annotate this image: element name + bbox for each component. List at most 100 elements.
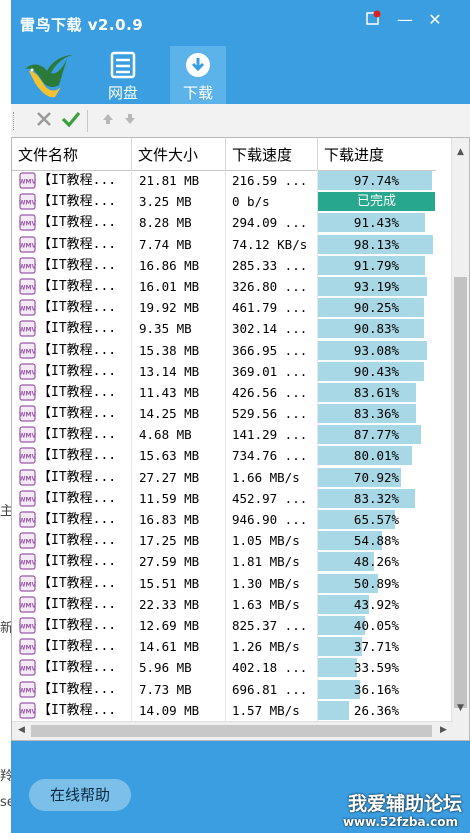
- svg-text:WMV: WMV: [19, 581, 36, 588]
- scroll-up-icon[interactable]: ▲: [457, 147, 464, 157]
- table-row[interactable]: WMV 【IT教程... 14.25 MB 529.56 ... 83.36%: [12, 403, 436, 425]
- progress-cell: 98.13%: [318, 234, 436, 255]
- column-header[interactable]: 文件大小: [132, 138, 226, 170]
- file-name-cell: WMV 【IT教程...: [12, 212, 132, 234]
- table-row[interactable]: WMV 【IT教程... 9.35 MB 302.14 ... 90.83%: [12, 318, 436, 340]
- tab-disk[interactable]: 网盘: [95, 46, 151, 104]
- progress-cell: 90.43%: [318, 361, 436, 382]
- skin-icon[interactable]: [361, 10, 385, 31]
- table-row[interactable]: WMV 【IT教程... 17.25 MB 1.05 MB/s 54.88%: [12, 530, 436, 552]
- file-size: 17.25 MB: [132, 530, 226, 552]
- progress-cell: 90.83%: [318, 318, 436, 339]
- table-row[interactable]: WMV 【IT教程... 11.43 MB 426.56 ... 83.61%: [12, 381, 436, 403]
- svg-text:WMV: WMV: [19, 200, 36, 207]
- svg-text:WMV: WMV: [19, 327, 36, 334]
- table-row[interactable]: WMV 【IT教程... 14.61 MB 1.26 MB/s 37.71%: [12, 636, 436, 658]
- progress-bar: 33.59%: [318, 658, 435, 678]
- table-row[interactable]: WMV 【IT教程... 16.86 MB 285.33 ... 91.79%: [12, 254, 436, 276]
- table-row[interactable]: WMV 【IT教程... 15.63 MB 734.76 ... 80.01%: [12, 445, 436, 467]
- column-header[interactable]: 文件名称: [12, 138, 132, 170]
- table-row[interactable]: WMV 【IT教程... 16.01 MB 326.80 ... 93.19%: [12, 275, 436, 297]
- file-name-cell: WMV 【IT教程...: [12, 381, 132, 403]
- close-button[interactable]: ✕: [428, 10, 442, 29]
- file-type-icon: WMV: [19, 214, 36, 231]
- file-size: 8.28 MB: [132, 212, 226, 234]
- vertical-scroll-thumb[interactable]: [454, 277, 467, 708]
- column-header[interactable]: 下载进度: [324, 146, 385, 164]
- progress-bar: 65.57%: [318, 510, 435, 529]
- toolbar-grip: [13, 112, 17, 130]
- file-name-cell: WMV 【IT教程...: [12, 318, 132, 340]
- progress-label: 70.92%: [353, 469, 400, 485]
- table-row[interactable]: WMV 【IT教程... 13.14 MB 369.01 ... 90.43%: [12, 360, 436, 382]
- column-header[interactable]: 下载速度: [226, 138, 318, 170]
- scroll-down-icon[interactable]: ▼: [457, 703, 464, 713]
- move-up-icon[interactable]: [97, 110, 119, 132]
- file-name: 【IT教程...: [38, 215, 117, 231]
- file-size: 16.86 MB: [132, 254, 226, 276]
- progress-label: 54.88%: [353, 533, 400, 549]
- table-row[interactable]: WMV 【IT教程... 22.33 MB 1.63 MB/s 43.92%: [12, 593, 436, 615]
- file-type-icon: WMV: [19, 617, 36, 634]
- file-type-icon: WMV: [19, 596, 36, 613]
- scroll-left-icon[interactable]: ◀: [18, 725, 25, 735]
- vertical-scrollbar[interactable]: ▲ ▼: [451, 138, 469, 723]
- confirm-icon[interactable]: [60, 110, 82, 132]
- progress-fill: [318, 700, 349, 720]
- table-row[interactable]: WMV 【IT教程... 27.59 MB 1.81 MB/s 48.26%: [12, 551, 436, 573]
- table-row[interactable]: WMV 【IT教程... 5.96 MB 402.18 ... 33.59%: [12, 657, 436, 679]
- table-row[interactable]: WMV 【IT教程... 15.38 MB 366.95 ... 93.08%: [12, 339, 436, 361]
- minimize-button[interactable]: —: [397, 10, 413, 29]
- table-row[interactable]: WMV 【IT教程... 15.51 MB 1.30 MB/s 50.89%: [12, 572, 436, 594]
- table-row[interactable]: WMV 【IT教程... 14.09 MB 1.57 MB/s 26.36%: [12, 699, 436, 721]
- progress-fill: [318, 552, 374, 572]
- file-name-cell: WMV 【IT教程...: [12, 275, 132, 297]
- file-size: 27.59 MB: [132, 551, 226, 573]
- online-help-button[interactable]: 在线帮助: [29, 779, 131, 811]
- horizontal-scroll-thumb[interactable]: [31, 725, 432, 737]
- progress-fill: [318, 171, 432, 190]
- file-type-icon: WMV: [19, 257, 36, 274]
- progress-cell: 43.92%: [318, 594, 436, 615]
- horizontal-scrollbar[interactable]: ◀ ▶: [12, 721, 453, 740]
- progress-fill: [318, 234, 433, 254]
- progress-bar: 91.79%: [318, 255, 435, 275]
- progress-bar: 已完成: [318, 192, 435, 212]
- svg-text:WMV: WMV: [19, 687, 36, 694]
- table-row[interactable]: WMV 【IT教程... 16.83 MB 946.90 ... 65.57%: [12, 509, 436, 530]
- footer-bar: 在线帮助 我爱辅助论坛 www.52fzba.com: [11, 741, 470, 833]
- progress-cell: 37.71%: [318, 636, 436, 657]
- table-row[interactable]: WMV 【IT教程... 12.69 MB 825.37 ... 40.05%: [12, 614, 436, 636]
- table-row[interactable]: WMV 【IT教程... 7.73 MB 696.81 ... 36.16%: [12, 678, 436, 700]
- svg-text:WMV: WMV: [19, 560, 36, 567]
- scroll-right-icon[interactable]: ▶: [440, 725, 447, 735]
- table-row[interactable]: WMV 【IT教程... 4.68 MB 141.29 ... 87.77%: [12, 424, 436, 446]
- tab-download[interactable]: 下载: [170, 46, 226, 104]
- app-logo: [19, 49, 79, 101]
- table-row[interactable]: WMV 【IT教程... 8.28 MB 294.09 ... 91.43%: [12, 212, 436, 234]
- table-row[interactable]: WMV 【IT教程... 11.59 MB 452.97 ... 83.32%: [12, 487, 436, 509]
- file-size: 7.74 MB: [132, 233, 226, 255]
- delete-icon[interactable]: [33, 110, 55, 132]
- move-down-icon[interactable]: [119, 110, 141, 132]
- file-type-icon: WMV: [19, 659, 36, 676]
- progress-bar: 37.71%: [318, 637, 435, 657]
- file-size: 19.92 MB: [132, 297, 226, 319]
- file-name-cell: WMV 【IT教程...: [12, 551, 132, 573]
- progress-label: 65.57%: [353, 512, 400, 527]
- file-size: 13.14 MB: [132, 360, 226, 382]
- table-row[interactable]: WMV 【IT教程... 21.81 MB 216.59 ... 97.74%: [12, 170, 436, 191]
- progress-label: 91.43%: [353, 215, 400, 231]
- download-speed: 294.09 ...: [226, 212, 318, 234]
- download-speed: 141.29 ...: [226, 424, 318, 446]
- file-name: 【IT教程...: [38, 512, 117, 527]
- file-name-cell: WMV 【IT教程...: [12, 403, 132, 425]
- table-row[interactable]: WMV 【IT教程... 19.92 MB 461.79 ... 90.25%: [12, 297, 436, 319]
- table-row[interactable]: WMV 【IT教程... 3.25 MB 0 b/s 已完成: [12, 191, 436, 213]
- table-row[interactable]: WMV 【IT教程... 27.27 MB 1.66 MB/s 70.92%: [12, 466, 436, 488]
- file-size: 16.01 MB: [132, 275, 226, 297]
- table-row[interactable]: WMV 【IT教程... 7.74 MB 74.12 KB/s 98.13%: [12, 233, 436, 255]
- file-size: 22.33 MB: [132, 593, 226, 615]
- progress-cell: 90.25%: [318, 297, 436, 318]
- file-name: 【IT教程...: [38, 300, 117, 316]
